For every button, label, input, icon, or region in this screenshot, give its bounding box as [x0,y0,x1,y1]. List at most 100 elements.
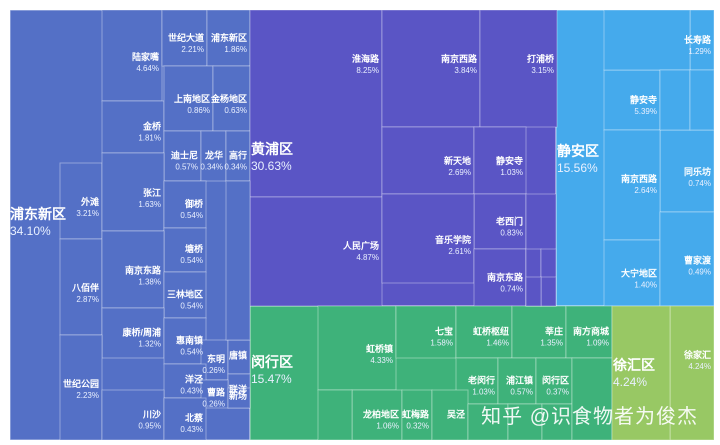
treemap-cell-0-22 [59,334,103,441]
treemap-cell-value-2-2: 0.74% [688,179,711,188]
treemap-cell-0-6 [212,65,251,132]
treemap-group-value-3: 15.47% [251,372,292,386]
treemap-cell-label-0-19: 唐镇 [229,350,247,361]
treemap-cell-value-0-22: 2.23% [76,391,99,400]
treemap-cell-label-0-12: 塘桥 [185,243,204,254]
treemap-cell-4-0 [669,305,715,441]
treemap-cell-3-7 [535,357,573,405]
treemap-cell-3-1 [395,305,457,359]
treemap-cell-label-0-1: 世纪大道 [168,32,204,43]
treemap-cell-value-1-0: 8.25% [356,66,379,75]
treemap-filler-10 [467,403,509,441]
treemap-cell-value-0-17: 0.54% [180,347,203,356]
treemap-cell-label-2-0: 长寿路 [684,34,712,45]
treemap-cell-3-10 [431,389,469,441]
treemap-group-label-1: 黄浦区 [251,141,293,157]
treemap-cell-label-0-15: 三林地区 [167,288,203,299]
treemap-cell-value-3-6: 0.57% [510,387,533,396]
treemap-cell-label-0-24: 新场 [229,390,247,401]
treemap-cell-label-3-3: 莘庄 [545,326,563,337]
treemap-cell-1-3 [381,126,475,195]
treemap-cell-0-16 [101,307,165,359]
treemap-cell-value-2-4: 1.40% [634,280,657,289]
treemap-cell-label-3-7: 闵行区 [542,374,569,385]
treemap-cell-3-9 [401,389,433,441]
treemap-filler-11 [507,403,543,441]
treemap-cell-value-0-26: 0.43% [180,425,203,434]
treemap-cell-label-1-4: 静安寺 [496,155,523,166]
treemap-cell-0-20 [163,363,207,399]
treemap-cell-value-2-0: 1.29% [688,47,711,56]
treemap-cell-label-0-2: 浦东新区 [211,32,247,43]
treemap-cell-value-0-3: 3.21% [76,209,99,218]
treemap-cell-label-3-0: 虹桥镇 [366,343,393,354]
treemap-group-label-4: 徐汇区 [612,357,655,373]
treemap-cell-value-0-8: 0.34% [200,163,223,172]
treemap-cell-0-24 [227,387,251,409]
treemap-cell-value-0-18: 0.26% [202,366,225,375]
treemap-cell-label-3-2: 虹桥枢纽 [473,326,509,337]
treemap-group-label-2: 静安区 [557,143,599,159]
treemap-cell-1-4 [473,126,527,195]
treemap-cell-label-0-4: 金桥 [142,121,162,132]
treemap-filler-0 [225,180,251,341]
treemap-cell-label-1-1: 南京西路 [441,53,478,64]
treemap-cell-label-1-2: 打浦桥 [527,53,555,64]
treemap-cell-value-0-13: 2.87% [76,295,99,304]
treemap-cell-label-3-8: 龙柏地区 [362,409,399,420]
treemap-cell-0-17 [163,317,207,365]
treemap-cell-0-2 [206,9,251,67]
treemap-cell-value-0-7: 0.57% [175,163,198,172]
treemap-cell-value-0-4: 1.81% [138,134,161,143]
treemap-cell-value-0-23: 0.26% [202,399,225,408]
treemap-cell-value-2-3: 2.64% [634,186,657,195]
treemap-cell-label-0-8: 龙华 [204,150,223,161]
treemap-cell-value-0-25: 0.95% [138,422,161,431]
treemap-cell-value-4-0: 4.24% [688,362,711,371]
treemap-cell-value-2-5: 0.49% [688,268,711,277]
treemap-cell-label-1-3: 新天地 [444,155,471,166]
treemap-cell-label-0-9: 高行 [229,150,247,161]
treemap-filler-7 [603,9,691,71]
treemap-cell-label-0-25: 川沙 [142,410,161,420]
treemap-cell-1-7 [381,193,475,284]
treemap-cell-0-25 [101,389,165,441]
treemap-filler-14 [317,389,353,441]
treemap-cell-value-3-9: 0.32% [406,422,429,431]
treemap-cell-label-3-6: 浦江镇 [506,374,533,385]
treemap-filler-6 [525,276,542,307]
treemap-cell-label-1-5: 老西门 [495,215,523,226]
treemap-cell-value-1-2: 3.15% [531,66,554,75]
treemap-cell-value-0-6: 0.63% [224,106,247,115]
treemap-cell-value-0-11: 0.54% [180,211,203,220]
treemap-cell-label-2-5: 曹家渡 [684,255,712,266]
treemap-cell-label-0-10: 张江 [143,187,161,198]
treemap-cell-label-0-23: 曹路 [207,386,226,397]
treemap-cell-0-10 [101,152,165,232]
treemap-cell-label-3-1: 七宝 [435,326,453,337]
treemap-cell-value-3-1: 1.58% [430,339,453,348]
treemap-cell-2-0 [689,9,715,71]
treemap-group-label-0: 浦东新区 [10,206,66,222]
treemap-cell-label-0-11: 御桥 [184,198,204,209]
treemap-cell-value-1-4: 1.03% [500,168,523,177]
treemap-cell-value-1-1: 3.84% [454,66,477,75]
treemap-cell-value-1-7: 2.61% [448,247,471,256]
treemap-cell-value-1-3: 2.69% [448,168,471,177]
treemap-cell-label-0-17: 惠南镇 [176,334,203,345]
treemap-cell-0-15 [163,271,207,319]
treemap-group-value-4: 4.24% [613,375,647,389]
treemap-cell-label-2-1: 静安寺 [630,94,657,105]
treemap-cell-value-1-5: 0.83% [500,228,523,237]
treemap-cell-value-1-8: 0.74% [500,284,523,293]
treemap-cell-value-0-14: 1.38% [138,277,161,286]
treemap-cell-3-3 [511,305,567,359]
treemap-cell-value-0-9: 0.34% [224,163,247,172]
treemap-filler-5 [540,276,557,307]
treemap-filler-8 [659,69,691,131]
treemap-cell-3-4 [565,305,613,359]
treemap-cell-value-3-8: 1.06% [376,422,399,431]
treemap-cell-0-26 [163,397,207,441]
treemap-cell-label-3-5: 老闵行 [467,374,495,385]
